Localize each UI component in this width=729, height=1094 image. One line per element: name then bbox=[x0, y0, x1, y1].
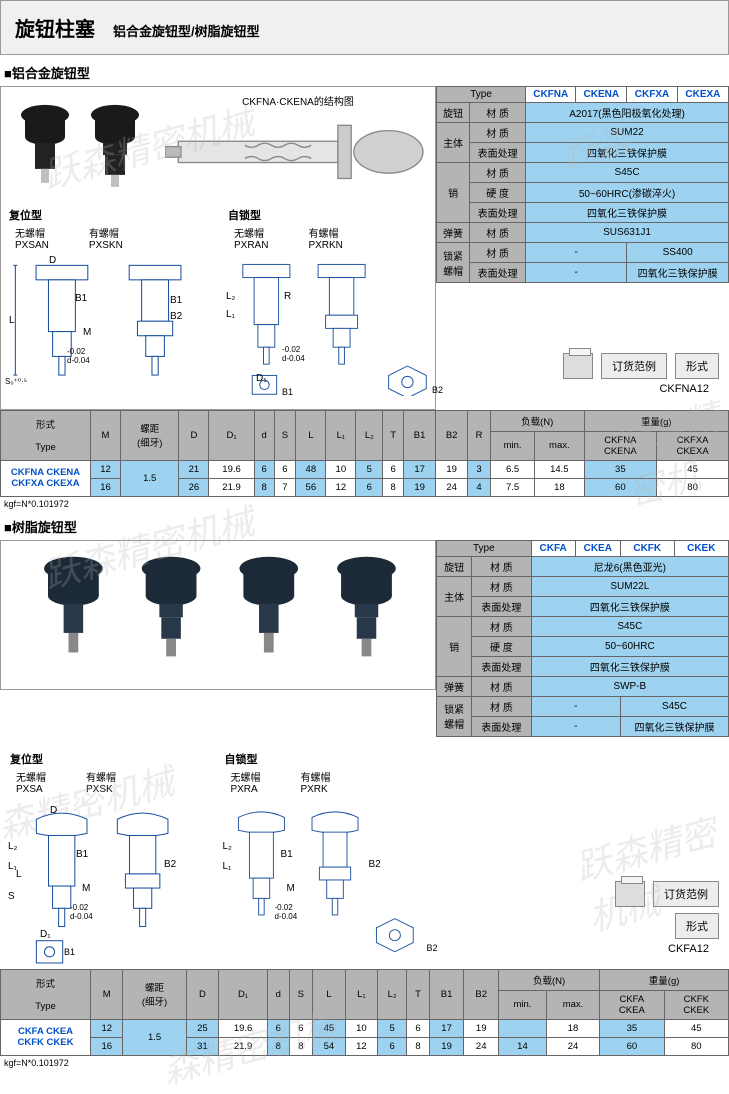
code-pxra: PXRA bbox=[230, 784, 257, 795]
type-col: CKFXA bbox=[627, 87, 678, 103]
section2-title: ■树脂旋钮型 bbox=[4, 517, 725, 536]
code-pxskn: PXSKN bbox=[89, 240, 123, 251]
page-subtitle: 铝合金旋钮型/树脂旋钮型 bbox=[113, 21, 260, 40]
wu-label: 无螺帽 bbox=[15, 229, 45, 240]
product-photo-2 bbox=[5, 545, 431, 682]
page-header: 旋钮柱塞 铝合金旋钮型/树脂旋钮型 bbox=[0, 0, 729, 55]
code-pxran: PXRAN bbox=[234, 240, 268, 251]
note-1: kgf=N*0.101972 bbox=[4, 499, 725, 509]
printer-icon bbox=[615, 881, 645, 907]
code-pxsan: PXSAN bbox=[15, 240, 49, 251]
order-example-2: CKFA12 bbox=[441, 939, 729, 955]
type-link: CKFNA CKENA CKFXA CKEXA bbox=[1, 460, 91, 496]
type-col: CKENA bbox=[576, 87, 627, 103]
order-example: CKFNA12 bbox=[436, 379, 729, 395]
format-btn[interactable]: 形式 bbox=[675, 913, 719, 939]
type-link: CKFA CKEA CKFK CKEK bbox=[1, 1019, 91, 1055]
you-label-2: 有螺帽 bbox=[308, 229, 338, 240]
structure-diagram bbox=[165, 112, 431, 192]
dim-table-2: 形式Type M 螺距 (细牙) D D₁ d S L L₁ L₂ T B1 B… bbox=[0, 969, 729, 1056]
structure-caption: CKFNA·CKENA的结构图 bbox=[165, 93, 431, 108]
order-example-btn[interactable]: 订货范例 bbox=[653, 881, 719, 907]
reset-label-2: 复位型 bbox=[10, 751, 208, 767]
reset-label-1: 复位型 bbox=[9, 207, 212, 223]
type-col: CKFNA bbox=[526, 87, 576, 103]
format-btn[interactable]: 形式 bbox=[675, 353, 719, 379]
spec-table-2: Type CKFA CKEA CKFK CKEK 旋钮材 质尼龙6(黑色亚光) … bbox=[436, 540, 729, 737]
reset-diagram-1 bbox=[5, 255, 212, 410]
code-pxsa: PXSA bbox=[16, 784, 43, 795]
printer-icon bbox=[563, 353, 593, 379]
note-2: kgf=N*0.101972 bbox=[4, 1058, 725, 1068]
type-hdr: Type bbox=[437, 87, 526, 103]
order-box-1: 订货范例 形式 bbox=[436, 353, 729, 379]
product-photo-1 bbox=[5, 91, 165, 195]
wu-label-2: 无螺帽 bbox=[234, 229, 264, 240]
page-title: 旋钮柱塞 bbox=[15, 13, 95, 42]
lock-label-1: 自锁型 bbox=[228, 207, 431, 223]
reset-diagram-2 bbox=[6, 799, 208, 971]
type-col: CKEXA bbox=[677, 87, 728, 103]
order-box-2: 订货范例 bbox=[441, 881, 729, 907]
section1-title: ■铝合金旋钮型 bbox=[4, 63, 725, 82]
lock-diagram-2 bbox=[220, 799, 422, 955]
order-example-btn[interactable]: 订货范例 bbox=[601, 353, 667, 379]
code-pxsk: PXSK bbox=[86, 784, 113, 795]
lock-label-2: 自锁型 bbox=[224, 751, 422, 767]
code-pxrkn: PXRKN bbox=[308, 240, 342, 251]
dim-table-1: 形式Type M 螺距 (细牙) D D₁ d S L L₁ L₂ T B1 B… bbox=[0, 410, 729, 497]
code-pxrk: PXRK bbox=[300, 784, 327, 795]
spec-table-1: Type CKFNA CKENA CKFXA CKEXA 旋钮材 质A2017(… bbox=[436, 86, 729, 283]
you-label: 有螺帽 bbox=[89, 229, 119, 240]
